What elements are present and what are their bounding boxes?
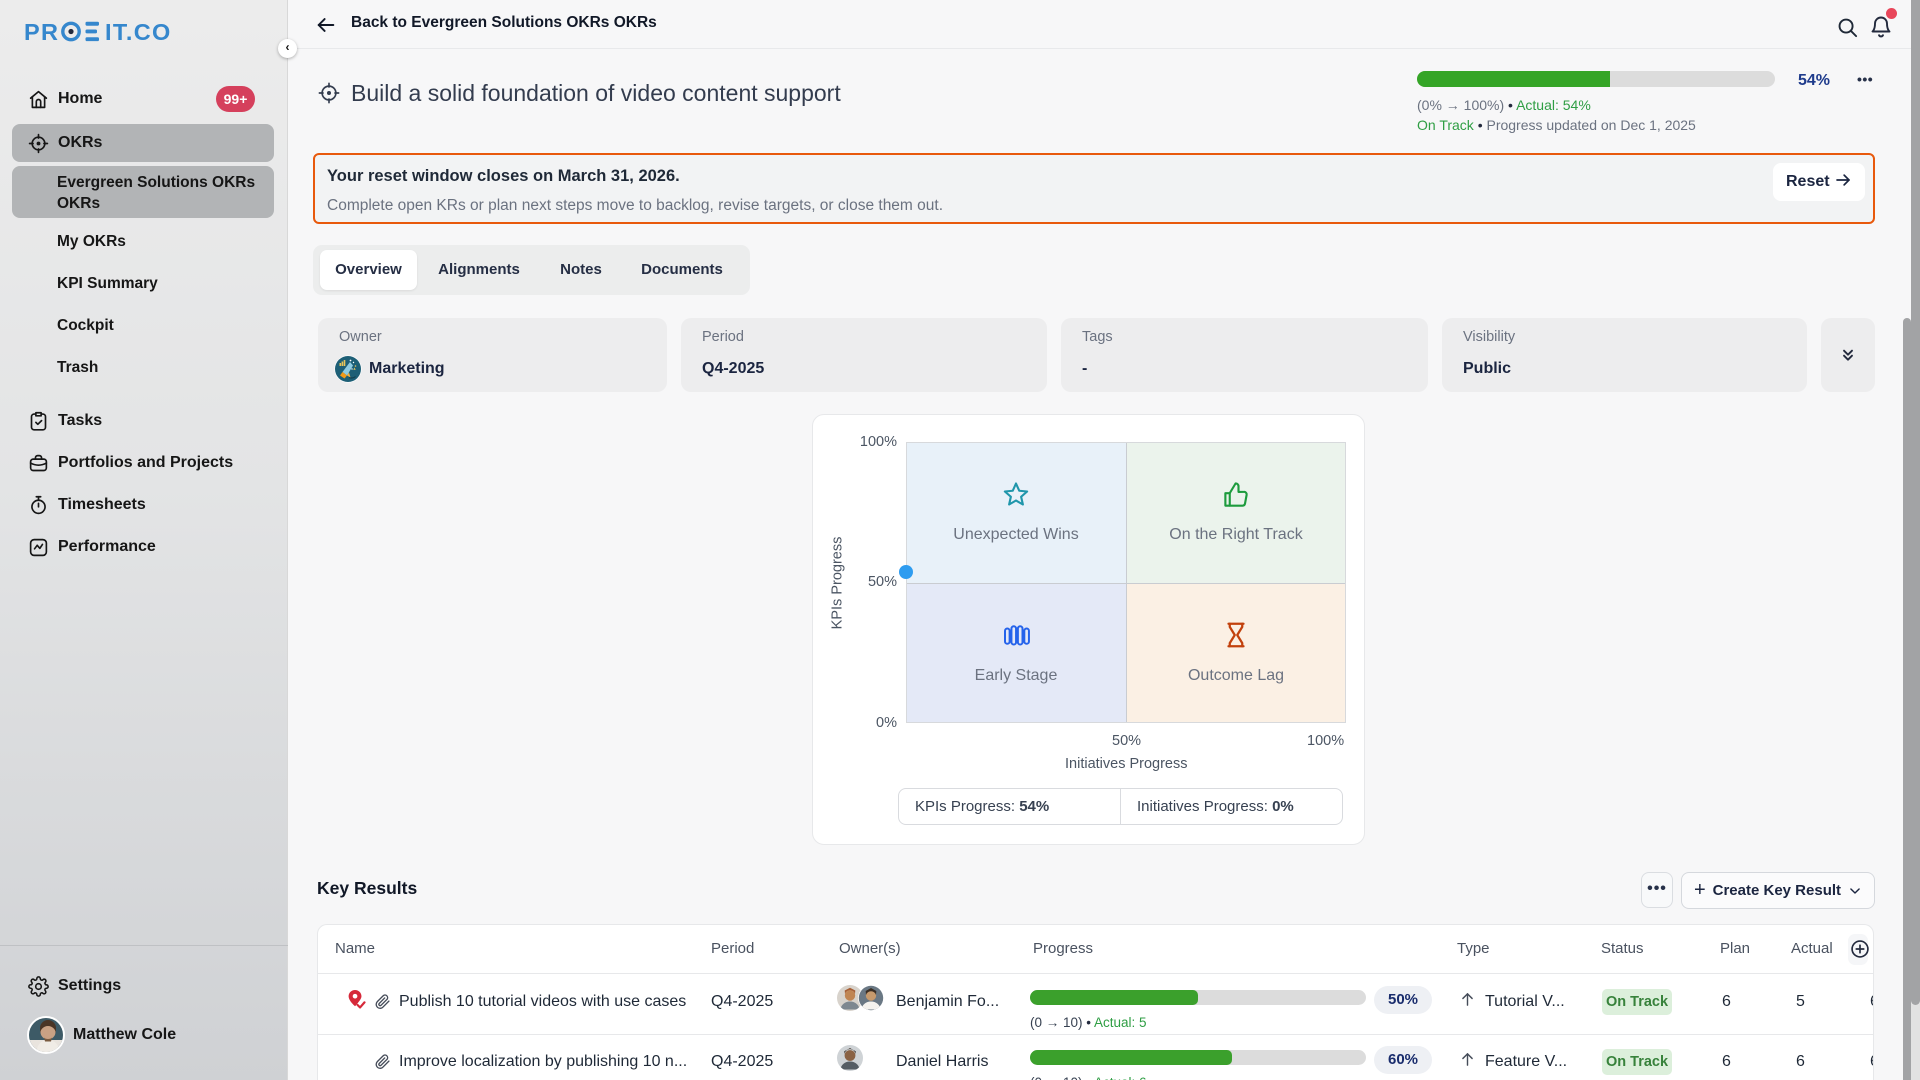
svg-text:PR: PR — [24, 19, 59, 44]
svg-text:IT.CO: IT.CO — [105, 19, 172, 44]
